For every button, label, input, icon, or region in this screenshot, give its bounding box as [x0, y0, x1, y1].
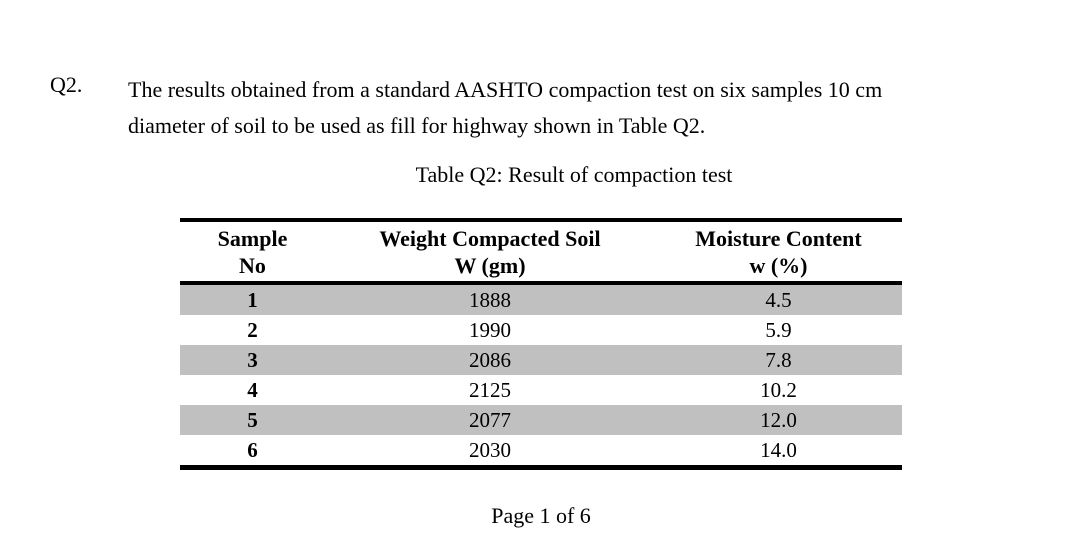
table-row: 6 2030 14.0 — [180, 435, 902, 468]
table-row: 1 1888 4.5 — [180, 283, 902, 315]
table-header-row: Sample No Weight Compacted Soil W (gm) M… — [180, 220, 902, 283]
table-row: 2 1990 5.9 — [180, 315, 902, 345]
question-number: Q2. — [50, 72, 83, 97]
compaction-table-container: Sample No Weight Compacted Soil W (gm) M… — [180, 218, 902, 470]
cell-sample: 3 — [247, 348, 258, 372]
col-header-weight-line2: W (gm) — [454, 253, 526, 278]
cell-sample: 6 — [247, 438, 258, 462]
table-caption: Table Q2: Result of compaction test — [415, 162, 733, 187]
question-text: The results obtained from a standard AAS… — [128, 72, 882, 144]
cell-moisture: 14.0 — [760, 438, 797, 462]
col-header-sample-line1: Sample — [217, 226, 288, 251]
cell-moisture: 5.9 — [765, 318, 792, 342]
question-text-line-1: The results obtained from a standard AAS… — [128, 77, 883, 102]
cell-moisture: 12.0 — [760, 408, 797, 432]
cell-sample: 2 — [247, 318, 258, 342]
cell-weight: 2086 — [469, 348, 511, 372]
cell-moisture: 10.2 — [760, 378, 797, 402]
cell-sample: 1 — [247, 288, 258, 312]
col-header-moisture-line2: w (%) — [749, 253, 808, 278]
cell-weight: 2077 — [469, 408, 511, 432]
page-number: Page 1 of 6 — [491, 503, 591, 528]
col-header-sample: Sample No — [180, 220, 325, 283]
cell-weight: 1990 — [469, 318, 511, 342]
col-header-moisture: Moisture Content w (%) — [655, 220, 902, 283]
col-header-moisture-line1: Moisture Content — [695, 226, 862, 251]
cell-weight: 2125 — [469, 378, 511, 402]
col-header-weight: Weight Compacted Soil W (gm) — [325, 220, 655, 283]
table-row: 3 2086 7.8 — [180, 345, 902, 375]
table-row: 5 2077 12.0 — [180, 405, 902, 435]
table-row: 4 2125 10.2 — [180, 375, 902, 405]
col-header-weight-line1: Weight Compacted Soil — [379, 226, 601, 251]
cell-sample: 4 — [247, 378, 258, 402]
cell-weight: 2030 — [469, 438, 511, 462]
cell-moisture: 4.5 — [765, 288, 792, 312]
question-text-line-2: diameter of soil to be used as fill for … — [128, 113, 706, 138]
cell-weight: 1888 — [469, 288, 511, 312]
cell-moisture: 7.8 — [765, 348, 792, 372]
col-header-sample-line2: No — [239, 253, 266, 278]
cell-sample: 5 — [247, 408, 258, 432]
compaction-table: Sample No Weight Compacted Soil W (gm) M… — [180, 218, 902, 470]
